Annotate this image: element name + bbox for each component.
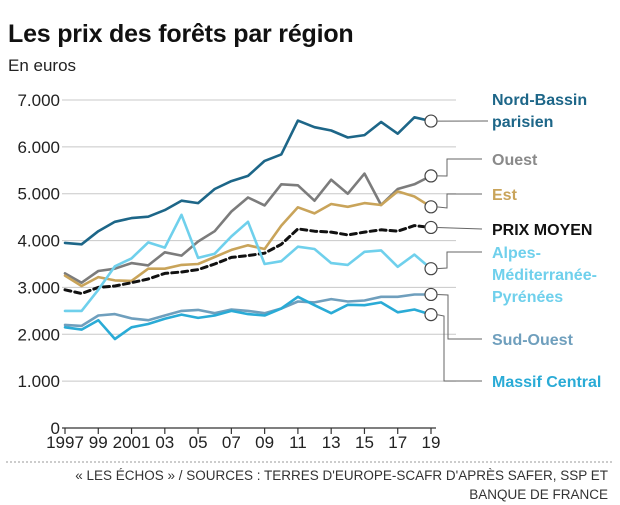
series-label-prix-moyen: PRIX MOYEN [492,222,592,239]
x-tick-label: 05 [189,433,208,452]
x-tick-label: 19 [422,433,441,452]
leader-line-prix-moyen [436,226,483,230]
end-marker-massif-central [424,308,438,322]
chart-subtitle: En euros [8,56,77,75]
y-tick-label: 4.000 [17,232,60,251]
x-tick-label: 1997 [46,433,84,452]
series-label-est: Est [492,187,518,204]
y-tick-label: 5.000 [17,185,60,204]
series-line-nord-bassin-parisien [63,116,433,246]
y-tick-label: 7.000 [17,91,60,110]
series-line-est [63,190,433,288]
series-label-alpes-mediterranee-pyrenees: Alpes-Méditerranée-Pyrénées [492,245,597,306]
x-tick-label: 03 [155,433,174,452]
end-marker-ouest [424,169,438,183]
x-tick-label: 15 [355,433,374,452]
y-axis: 0 1.000 2.000 3.000 4.000 5.000 6.000 7.000 [17,91,60,438]
x-tick-label: 13 [322,433,341,452]
series-label-ouest: Ouest [492,152,538,169]
x-tick-label: 07 [222,433,241,452]
series-lines [63,116,433,341]
series-label-massif-central: Massif Central [492,374,601,391]
end-marker-alpes-mediterranee-pyrenees [424,262,438,276]
series-labels: Nord-Bassin parisien Ouest Est PRIX MOYEN Alp… [492,92,601,391]
series-label-sud-ouest: Sud-Ouest [492,332,574,349]
line-chart: 1997 99 2001 03 05 07 09 11 13 15 17 19 0 1.000 2.000… [6,91,614,463]
x-tick-label: 11 [289,433,307,452]
y-tick-label: 1.000 [17,372,60,391]
source-note: « LES ÉCHOS » / SOURCES : TERRES D'EUROP… [75,468,608,502]
end-marker-est [424,200,438,214]
y-tick-label: 6.000 [17,138,60,157]
series-line-massif-central [63,295,433,341]
series-label-nord-bassin-parisien: Nord-Bassin parisien [492,92,587,131]
leader-line-est [436,193,482,209]
x-tick-label: 17 [388,433,407,452]
series-line-prix-moyen [63,224,433,295]
end-markers [424,114,438,322]
series-line-alpes-mediterranee-pyrenees [63,213,433,313]
y-tick-label: 2.000 [17,325,60,344]
chart-title: Les prix des forêts par région [8,20,354,48]
y-tick-label: 0 [51,419,60,438]
leader-line-massif-central [436,314,482,382]
end-marker-sud-ouest [424,287,438,302]
leader-line-alpes-mediterranee-pyrenees [436,251,482,270]
x-tick-label: 99 [89,433,108,452]
x-tick-label: 2001 [113,433,151,452]
series-line-sud-ouest [63,293,433,328]
leader-line-ouest [436,158,482,177]
end-marker-prix-moyen [424,220,438,235]
gridlines [62,99,456,382]
leader-line-sud-ouest [436,293,482,340]
label-leaders [436,120,489,382]
y-tick-label: 3.000 [17,278,60,297]
series-line-ouest [63,172,433,284]
x-tick-label: 09 [255,433,274,452]
end-marker-nord-bassin-parisien [424,114,438,128]
x-axis: 1997 99 2001 03 05 07 09 11 13 15 17 19 [46,427,441,452]
